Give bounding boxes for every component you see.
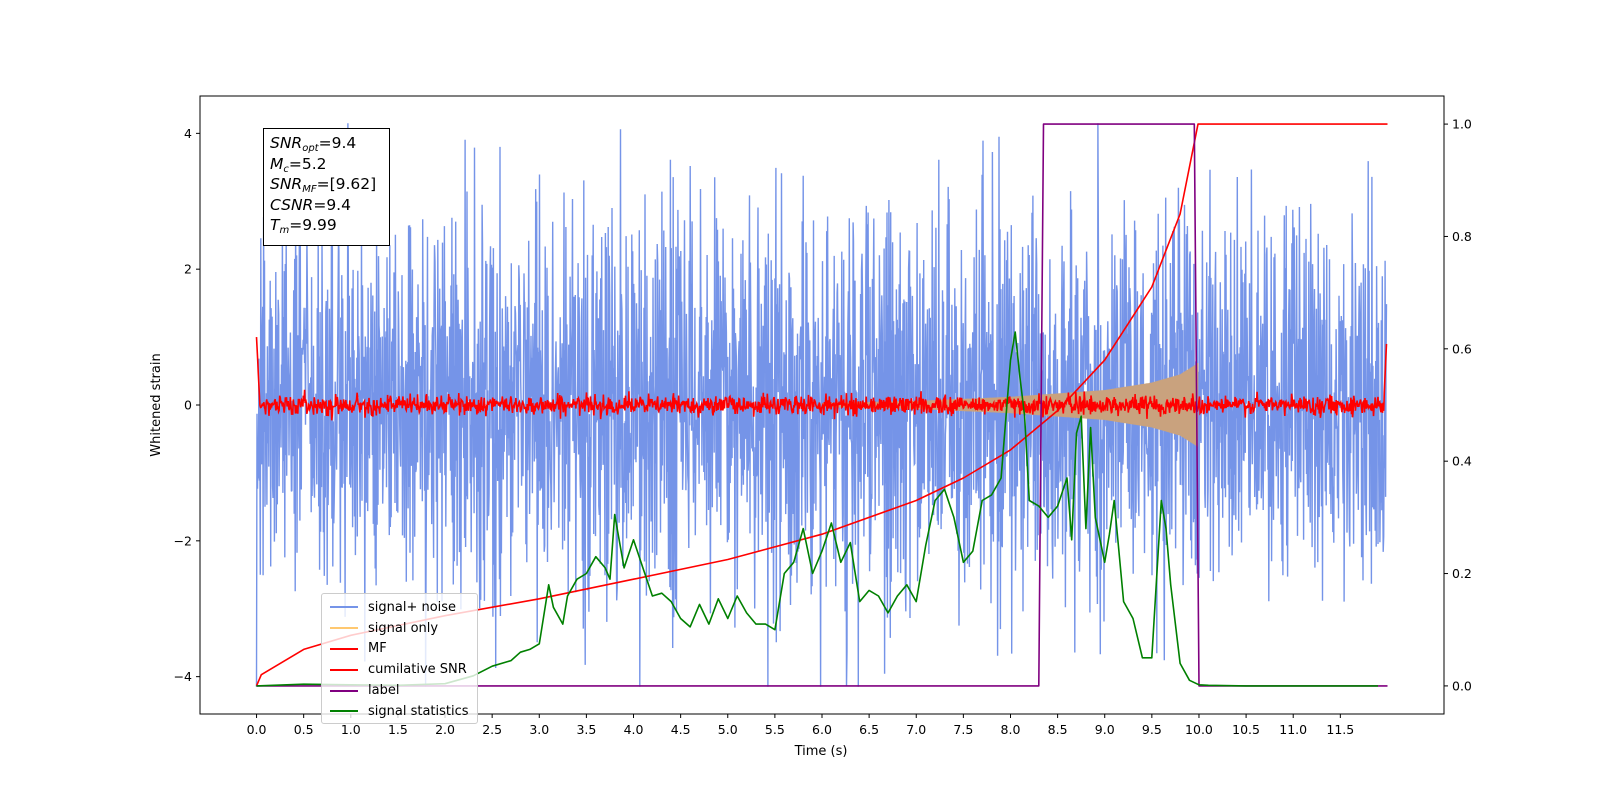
- legend-item: label: [330, 680, 477, 701]
- x-tick-label: 1.5: [388, 722, 408, 737]
- tm-subscript: m: [279, 225, 290, 236]
- legend-label: signal statistics: [368, 703, 469, 719]
- y-tick-label: 0: [184, 398, 192, 413]
- y-axis-ticks: 4 2 0 −2 −4: [174, 126, 200, 684]
- mc-subscript: c: [283, 163, 289, 175]
- x-tick-label: 2.0: [435, 722, 455, 737]
- x-tick-label: 1.0: [341, 722, 361, 737]
- y-tick-label: 4: [184, 126, 192, 141]
- x-tick-label: 5.0: [718, 722, 738, 737]
- tm-value: =9.99: [289, 216, 337, 234]
- y2-tick-label: 0.6: [1452, 341, 1472, 356]
- snr-mf-symbol: SNR: [270, 175, 303, 193]
- x-tick-label: 10.5: [1232, 722, 1260, 737]
- y2-tick-label: 1.0: [1452, 117, 1472, 132]
- legend-item: MF: [330, 639, 477, 660]
- x-tick-label: 0.5: [294, 722, 314, 737]
- y2-tick-label: 0.8: [1452, 229, 1472, 244]
- legend-swatch: [330, 606, 358, 609]
- legend-item: signal only: [330, 618, 477, 639]
- y-tick-label: −2: [174, 533, 192, 548]
- legend-label: cumilative SNR: [368, 662, 467, 678]
- legend-label: MF: [368, 641, 387, 657]
- x-tick-label: 2.5: [482, 722, 502, 737]
- legend-swatch: [330, 710, 358, 713]
- legend-item: signal+ noise: [330, 597, 477, 618]
- legend-item: signal statistics: [330, 701, 477, 722]
- mc-line: Mc=5.2: [270, 154, 389, 175]
- legend-swatch: [330, 627, 358, 630]
- snr-mf-value: =[9.62]: [316, 175, 377, 193]
- legend-label: label: [368, 683, 400, 699]
- x-tick-label: 0.0: [247, 722, 267, 737]
- y-tick-label: −4: [174, 669, 192, 684]
- csnr-value: =9.4: [313, 195, 351, 214]
- y2-axis-ticks: 1.0 0.8 0.6 0.4 0.2 0.0: [1444, 117, 1472, 693]
- x-tick-label: 10.0: [1185, 722, 1213, 737]
- series-mf: [255, 337, 1388, 421]
- y-tick-label: 2: [184, 262, 192, 277]
- x-axis-ticks: 0.0 0.5 1.0 1.5 2.0 2.5 3.0 3.5 4.0 4.5 5.0 5.5 6.0 6…: [247, 714, 1354, 737]
- legend-swatch: [330, 647, 358, 650]
- x-tick-label: 8.0: [1001, 722, 1021, 737]
- snr-mf-subscript: MF: [302, 184, 317, 195]
- x-tick-label: 7.0: [906, 722, 926, 737]
- x-tick-label: 8.5: [1048, 722, 1068, 737]
- series-signal-statistics: [256, 331, 1378, 687]
- x-tick-label: 9.5: [1142, 722, 1162, 737]
- legend: signal+ noise signal only MF cumilative …: [321, 593, 478, 724]
- y2-tick-label: 0.2: [1452, 566, 1472, 581]
- y-axis-label: Whitened strain: [149, 353, 164, 456]
- tm-symbol: T: [270, 216, 280, 234]
- snr-mf-line: SNRMF=[9.62]: [270, 174, 389, 195]
- x-tick-label: 7.5: [953, 722, 973, 737]
- x-tick-label: 6.0: [812, 722, 832, 737]
- legend-label: signal+ noise: [368, 599, 457, 615]
- x-tick-label: 5.5: [765, 722, 785, 737]
- mc-value: =5.2: [288, 154, 327, 173]
- x-tick-label: 11.0: [1279, 722, 1307, 737]
- x-tick-label: 4.0: [624, 722, 644, 737]
- y2-tick-label: 0.4: [1452, 454, 1472, 469]
- snr-opt-subscript: opt: [302, 143, 319, 154]
- x-tick-label: 6.5: [859, 722, 879, 737]
- x-tick-label: 4.5: [671, 722, 691, 737]
- legend-item: cumilative SNR: [330, 659, 477, 680]
- x-tick-label: 3.5: [576, 722, 596, 737]
- snr-opt-value: =9.4: [318, 134, 357, 152]
- y2-tick-label: 0.0: [1452, 678, 1472, 693]
- x-tick-label: 11.5: [1326, 722, 1354, 737]
- x-tick-label: 9.0: [1095, 722, 1115, 737]
- legend-swatch: [330, 689, 358, 692]
- legend-label: signal only: [368, 620, 439, 636]
- legend-swatch: [330, 668, 358, 671]
- x-tick-label: 3.0: [529, 722, 549, 737]
- mc-symbol: M: [270, 154, 284, 173]
- csnr-symbol: CSNR: [270, 195, 314, 214]
- tm-line: Tm=9.99: [270, 215, 389, 236]
- snr-opt-line: SNRopt=9.4: [270, 133, 389, 154]
- snr-opt-symbol: SNR: [270, 134, 303, 152]
- x-axis-label: Time (s): [794, 744, 848, 759]
- csnr-line: CSNR=9.4: [270, 195, 389, 216]
- annotation-box: SNRopt=9.4 Mc=5.2 SNRMF=[9.62] CSNR=9.4 …: [263, 128, 390, 246]
